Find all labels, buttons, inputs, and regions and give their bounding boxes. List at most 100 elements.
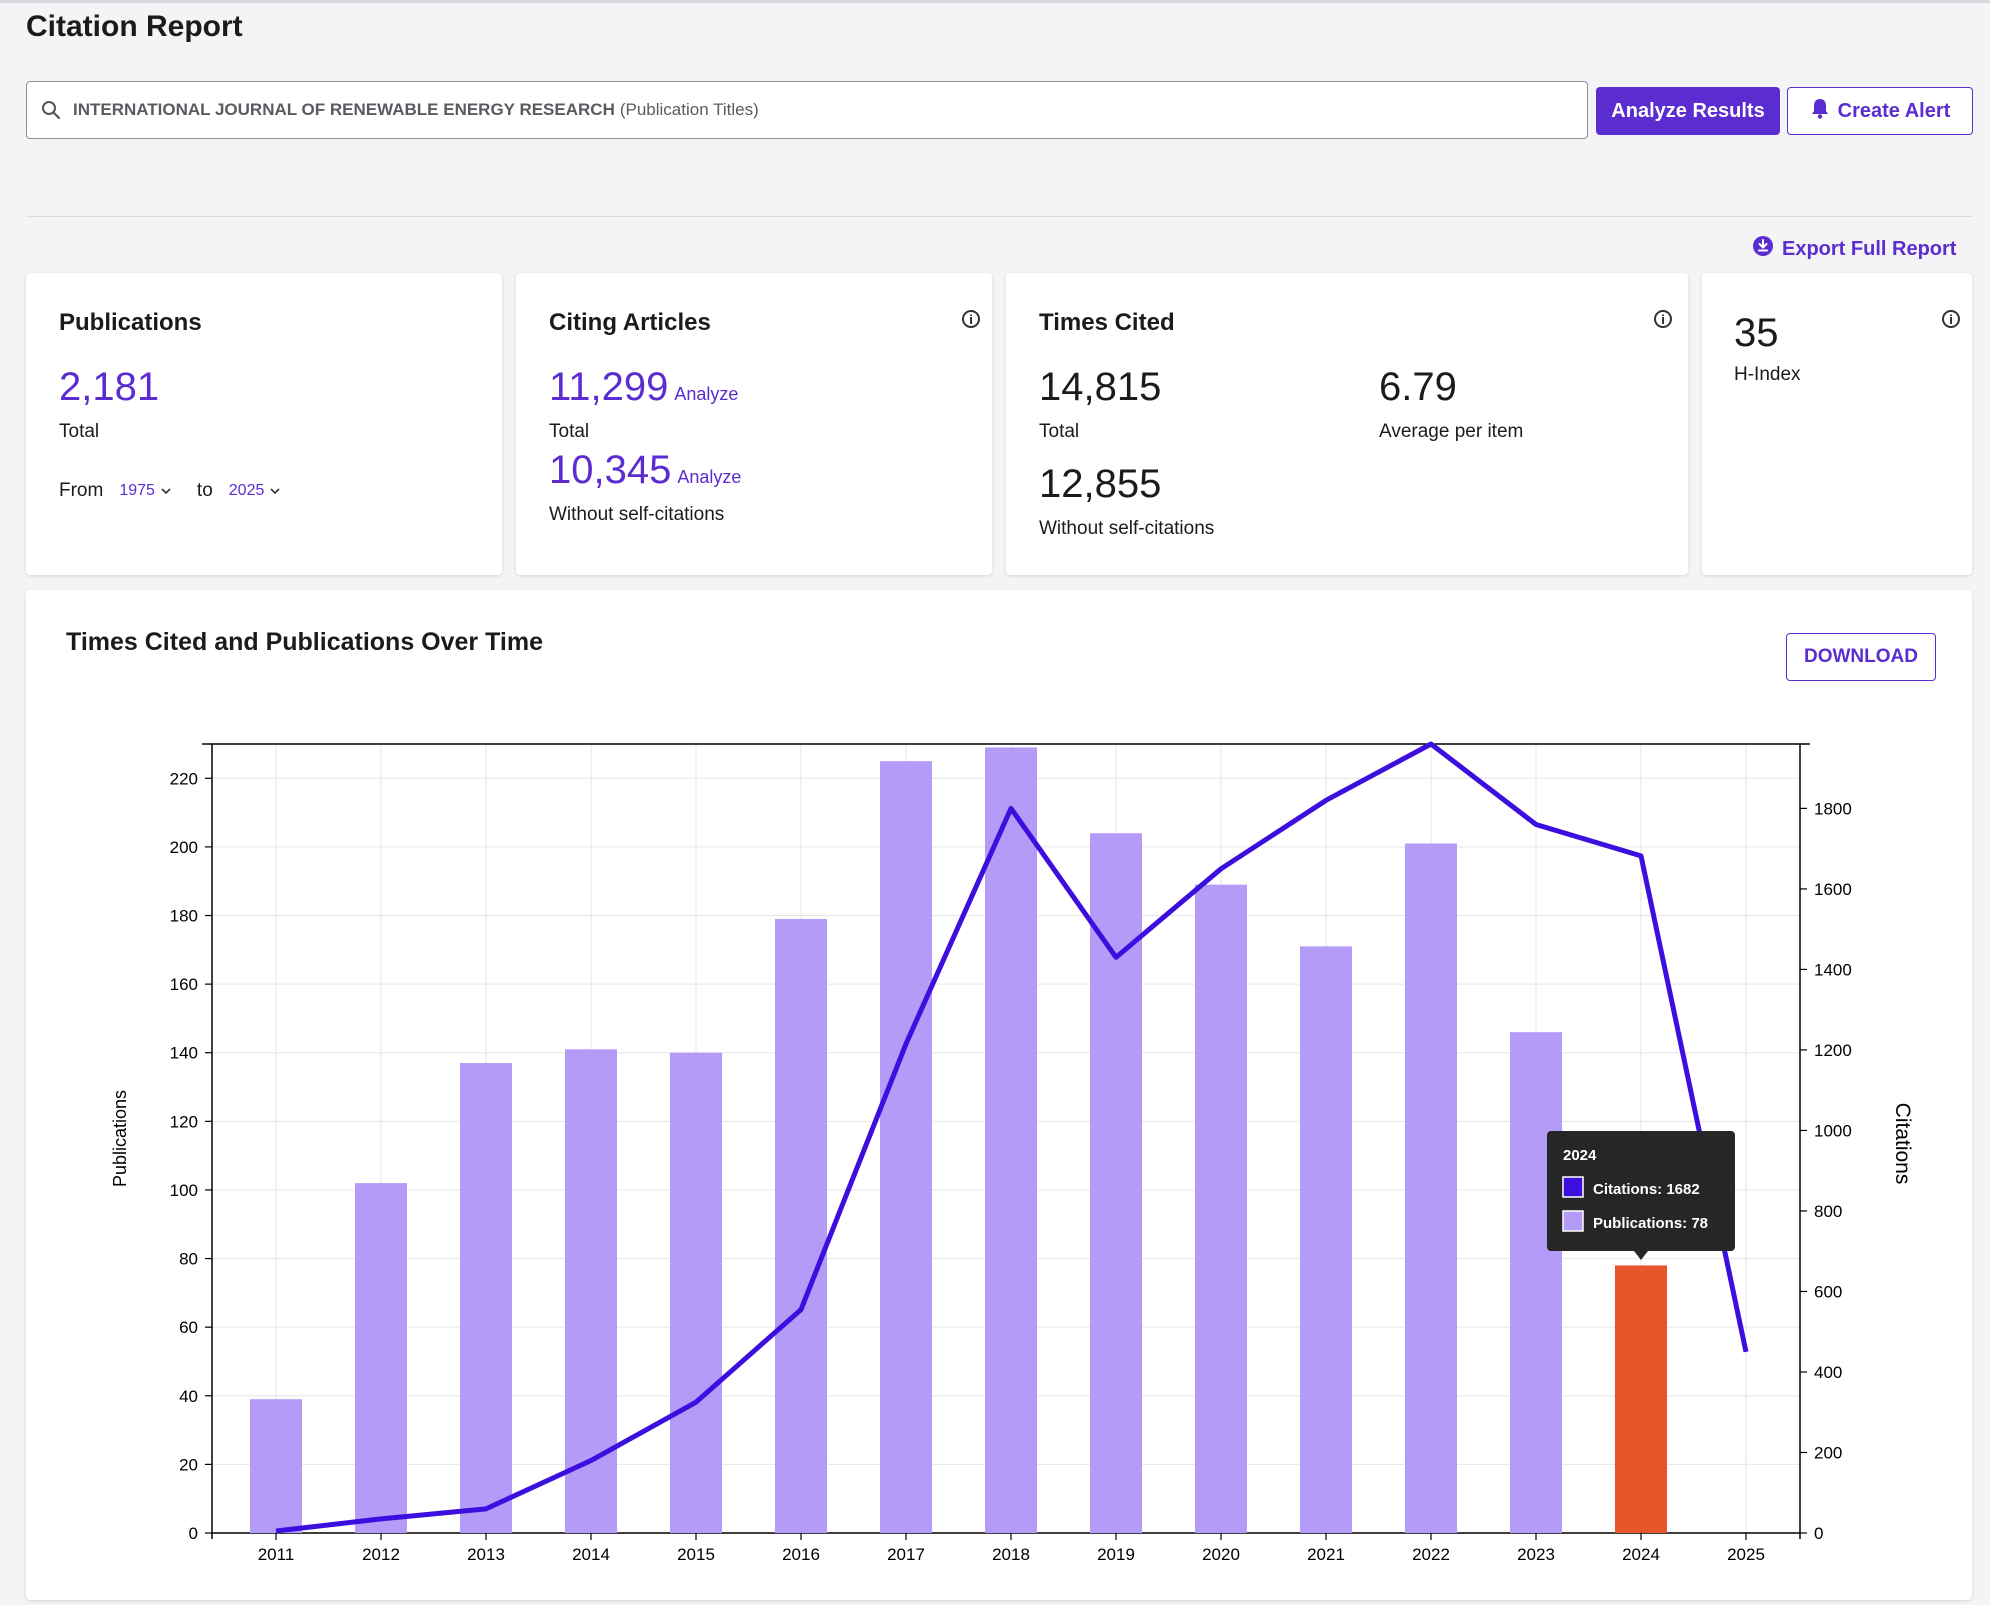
page-title: Citation Report (26, 10, 243, 43)
tooltip-pointer (1634, 1251, 1648, 1260)
citations-line (275, 741, 1749, 1534)
citing-without-self: 10,345 (549, 448, 672, 492)
average-per-item-label: Average per item (1379, 421, 1524, 442)
citing-total-row: 11,299 Analyze (549, 365, 738, 410)
bar-2023 (1510, 1032, 1562, 1533)
y-tick-label: 140 (170, 1044, 198, 1063)
publications-total-label: Total (59, 421, 100, 442)
y-right-tick-label: 600 (1814, 1282, 1842, 1301)
times-cited-without-label: Without self-citations (1039, 518, 1215, 539)
tooltip-box (1547, 1131, 1735, 1251)
bar-2011 (250, 1399, 302, 1533)
create-alert-button[interactable]: Create Alert (1787, 87, 1973, 135)
info-icon[interactable]: i (962, 310, 980, 328)
search-field-type: (Publication Titles) (619, 100, 759, 119)
info-icon[interactable]: i (1654, 310, 1672, 328)
x-tick-label: 2016 (782, 1545, 820, 1564)
x-tick-label: 2021 (1307, 1545, 1345, 1564)
bar-2022 (1405, 843, 1457, 1533)
times-cited-total: 14,815 (1039, 365, 1162, 409)
x-tick-label: 2015 (677, 1545, 715, 1564)
y-right-tick-label: 1600 (1814, 880, 1852, 899)
download-icon (1752, 235, 1774, 263)
search-icon (39, 98, 63, 122)
x-tick-label: 2023 (1517, 1545, 1555, 1564)
tooltip-publications: Publications: 78 (1593, 1215, 1708, 1232)
x-tick-label: 2014 (572, 1545, 610, 1564)
h-index-card: i 35 H-Index (1702, 273, 1972, 575)
times-cited-without-self: 12,855 (1039, 462, 1162, 506)
chevron-down-icon (159, 480, 173, 502)
y-tick-label: 20 (179, 1455, 198, 1474)
info-icon[interactable]: i (1942, 310, 1960, 328)
analyze-without-self-link[interactable]: Analyze (677, 467, 742, 487)
citations-publications-chart: 0 20 40 60 80 100 120 140 160 180 200 220 0 200 400 600… (110, 741, 1914, 1564)
y-right-tick-label: 1400 (1814, 960, 1852, 979)
y-right-tick-label: 400 (1814, 1363, 1842, 1382)
tooltip-year: 2024 (1563, 1147, 1597, 1164)
tooltip-citations-swatch (1562, 1176, 1584, 1198)
times-cited-total-label: Total (1039, 421, 1080, 442)
chevron-down-icon (268, 480, 282, 502)
y-tick-label: 80 (179, 1250, 198, 1269)
y-right-axis-label: Citations (1891, 1103, 1914, 1185)
y-tick-label: 40 (179, 1387, 198, 1406)
bar-2021 (1300, 946, 1352, 1533)
year-range: From 1975 to 2025 (59, 480, 282, 502)
export-label: Export Full Report (1782, 237, 1957, 260)
citing-without-label: Without self-citations (549, 504, 725, 525)
bar-2018 (985, 747, 1037, 1533)
bar-2020 (1195, 884, 1247, 1533)
from-year-select[interactable]: 1975 (119, 480, 173, 502)
citing-total-label: Total (549, 421, 590, 442)
publications-total: 2,181 (59, 365, 160, 409)
bar-2015 (670, 1052, 722, 1533)
y-axis-label: Publications (110, 1090, 130, 1187)
x-tick-label: 2024 (1622, 1545, 1660, 1564)
x-tick-label: 2025 (1727, 1545, 1765, 1564)
average-per-item: 6.79 (1379, 365, 1457, 409)
citing-total: 11,299 (549, 365, 669, 409)
citing-without-row: 10,345 Analyze (549, 448, 741, 493)
y-tick-label: 220 (170, 769, 198, 788)
x-tick-label: 2018 (992, 1545, 1030, 1564)
search-query: INTERNATIONAL JOURNAL OF RENEWABLE ENERG… (73, 100, 615, 119)
section-divider (26, 216, 1972, 217)
citing-articles-title: Citing Articles (549, 309, 711, 336)
chart-title: Times Cited and Publications Over Time (66, 628, 543, 656)
analyze-citing-link[interactable]: Analyze (674, 384, 739, 404)
times-cited-card: Times Cited i 14,815 Total 6.79 Average … (1006, 273, 1688, 575)
citing-articles-card: Citing Articles i 11,299 Analyze Total 1… (516, 273, 992, 575)
download-button[interactable]: DOWNLOAD (1786, 633, 1936, 681)
top-divider (0, 0, 1990, 3)
h-index-label: H-Index (1734, 364, 1801, 385)
tooltip-citations: Citations: 1682 (1593, 1181, 1700, 1198)
publications-card: Publications 2,181 Total From 1975 to 20… (26, 273, 502, 575)
to-year-select[interactable]: 2025 (229, 480, 283, 502)
y-right-tick-label: 1800 (1814, 799, 1852, 818)
search-input[interactable]: INTERNATIONAL JOURNAL OF RENEWABLE ENERG… (26, 81, 1588, 139)
y-tick-label: 180 (170, 907, 198, 926)
to-year-value: 2025 (228, 482, 265, 499)
y-right-tick-label: 800 (1814, 1202, 1842, 1221)
y-right-tick-label: 200 (1814, 1443, 1842, 1462)
bar-2013 (460, 1063, 512, 1533)
x-tick-label: 2017 (887, 1545, 925, 1564)
analyze-results-button[interactable]: Analyze Results (1596, 87, 1780, 135)
bar-2017 (880, 761, 932, 1533)
export-full-report-link[interactable]: Export Full Report (1752, 235, 1956, 263)
publications-title: Publications (59, 309, 202, 336)
y-tick-label: 60 (179, 1318, 198, 1337)
y-right-tick-label: 0 (1814, 1524, 1823, 1543)
x-tick-label: 2022 (1412, 1545, 1450, 1564)
chart-card: Times Cited and Publications Over Time D… (26, 590, 1972, 1600)
bell-icon (1810, 97, 1830, 125)
create-alert-label: Create Alert (1837, 99, 1951, 122)
x-tick-label: 2019 (1097, 1545, 1135, 1564)
y-tick-label: 160 (170, 975, 198, 994)
y-tick-label: 120 (170, 1112, 198, 1131)
from-year-value: 1975 (119, 482, 155, 499)
x-tick-label: 2020 (1202, 1545, 1240, 1564)
y-tick-label: 0 (189, 1524, 198, 1543)
x-tick-label: 2013 (467, 1545, 505, 1564)
